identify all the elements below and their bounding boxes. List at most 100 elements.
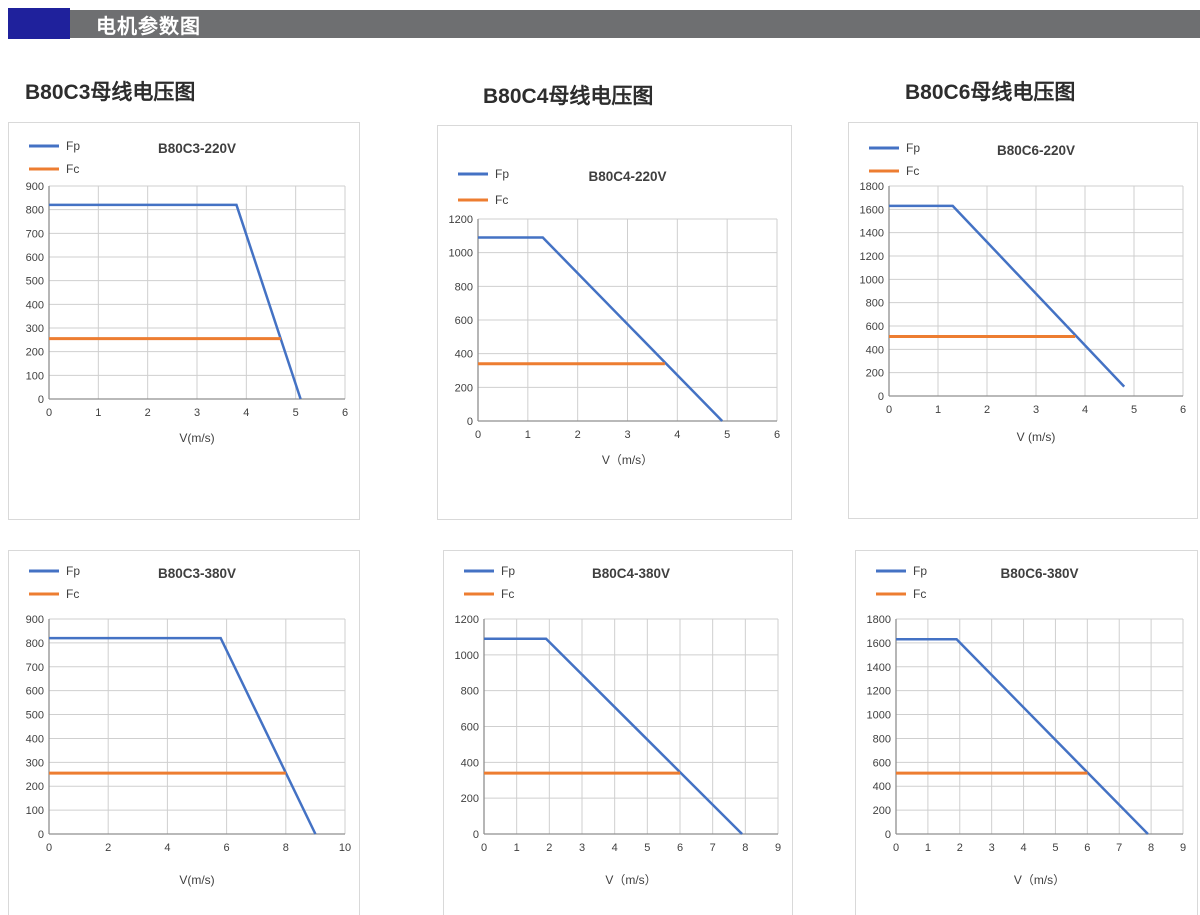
x-tick-label: 6	[774, 429, 780, 441]
x-tick-label: 0	[886, 404, 892, 416]
y-tick-label: 1600	[867, 638, 891, 650]
x-tick-label: 5	[293, 407, 299, 419]
x-tick-label: 0	[481, 842, 487, 854]
column-title-b80c4: B80C4母线电压图	[483, 85, 654, 108]
series-line-fp	[49, 636, 317, 835]
x-tick-label: 3	[1033, 404, 1039, 416]
x-tick-label: 1	[95, 407, 101, 419]
y-tick-label: 200	[873, 805, 891, 817]
x-tick-label: 6	[342, 407, 348, 419]
legend-label-fp: Fp	[66, 139, 80, 153]
y-tick-label: 900	[26, 614, 44, 626]
y-tick-label: 1000	[449, 248, 473, 260]
y-tick-label: 200	[26, 781, 44, 793]
x-tick-label: 0	[475, 429, 481, 441]
y-tick-label: 600	[26, 686, 44, 698]
x-tick-label: 5	[724, 429, 730, 441]
series-line-fp	[49, 203, 302, 400]
y-tick-label: 1400	[860, 228, 884, 240]
x-tick-label: 4	[1082, 404, 1088, 416]
x-axis-label: V(m/s)	[179, 431, 214, 445]
chart-title: B80C6-380V	[1000, 566, 1078, 581]
header-bar: 电机参数图	[70, 10, 1200, 38]
column-title-b80c6: B80C6母线电压图	[905, 81, 1076, 104]
y-tick-label: 1200	[455, 614, 479, 626]
y-tick-label: 100	[26, 805, 44, 817]
y-tick-label: 1000	[860, 274, 884, 286]
y-tick-label: 100	[26, 370, 44, 382]
y-tick-label: 600	[26, 252, 44, 264]
x-tick-label: 9	[1180, 842, 1186, 854]
y-tick-label: 1200	[860, 251, 884, 263]
legend-label-fc: Fc	[66, 162, 79, 176]
x-axis-label: V（m/s）	[1014, 873, 1065, 887]
x-tick-label: 2	[575, 429, 581, 441]
x-tick-label: 2	[105, 842, 111, 854]
chart-title: B80C4-380V	[592, 566, 670, 581]
x-tick-label: 10	[339, 842, 351, 854]
x-tick-label: 1	[525, 429, 531, 441]
chart-card-b80c6-380v: 0 200 400 600 800 1000 1200 1400 1600 1800 0 1 2 3 4 5 6…	[855, 550, 1198, 915]
y-tick-label: 400	[26, 733, 44, 745]
y-tick-label: 1400	[867, 662, 891, 674]
chart-title: B80C4-220V	[588, 169, 666, 184]
chart-svg: 0 100 200 300 400 500 600 700 800 900 0 1 2 3 4 5 6 Fp Fc B…	[26, 139, 348, 445]
x-tick-label: 8	[742, 842, 748, 854]
chart-svg: 0 100 200 300 400 500 600 700 800 900 0 2 4 6 8 10 Fp Fc B…	[26, 564, 351, 887]
legend-label-fc: Fc	[495, 193, 508, 207]
y-tick-label: 0	[38, 829, 44, 841]
chart-title: B80C3-220V	[158, 141, 236, 156]
series-line-fp	[478, 236, 724, 422]
y-tick-label: 700	[26, 228, 44, 240]
legend-label-fp: Fp	[913, 564, 927, 578]
x-tick-label: 7	[1116, 842, 1122, 854]
x-tick-label: 6	[224, 842, 230, 854]
y-tick-label: 800	[455, 281, 473, 293]
y-tick-label: 1200	[867, 686, 891, 698]
legend-label-fp: Fp	[501, 564, 515, 578]
y-tick-label: 700	[26, 662, 44, 674]
x-tick-label: 8	[1148, 842, 1154, 854]
x-tick-label: 2	[984, 404, 990, 416]
chart-card-b80c3-220v: 0 100 200 300 400 500 600 700 800 900 0 1 2 3 4 5 6 Fp Fc B…	[8, 122, 360, 520]
x-axis-label: V（m/s）	[605, 873, 656, 887]
x-tick-label: 8	[283, 842, 289, 854]
y-tick-label: 200	[866, 368, 884, 380]
series-line-fp	[484, 637, 743, 835]
x-tick-label: 6	[1084, 842, 1090, 854]
y-tick-label: 800	[26, 638, 44, 650]
x-axis-label: V（m/s）	[602, 453, 653, 467]
x-axis-label: V(m/s)	[179, 873, 214, 887]
chart-svg: 0 200 400 600 800 1000 1200 1400 1600 1800 0 1 2 3 4 5 6…	[860, 141, 1187, 444]
legend-label-fp: Fp	[495, 167, 509, 181]
legend-label-fp: Fp	[906, 141, 920, 155]
column-title-b80c3: B80C3母线电压图	[25, 81, 196, 104]
x-tick-label: 4	[243, 407, 249, 419]
chart-svg: 0 200 400 600 800 1000 1200 0 1 2 3 4 5 6 7 8 9 Fp Fc B80C4…	[455, 564, 782, 887]
x-tick-label: 2	[546, 842, 552, 854]
x-tick-label: 4	[612, 842, 618, 854]
legend-label-fc: Fc	[906, 164, 919, 178]
y-tick-label: 1800	[860, 181, 884, 193]
y-tick-label: 800	[873, 733, 891, 745]
x-tick-label: 2	[957, 842, 963, 854]
y-tick-label: 0	[878, 391, 884, 403]
x-tick-label: 0	[893, 842, 899, 854]
x-tick-label: 6	[677, 842, 683, 854]
x-tick-label: 2	[145, 407, 151, 419]
y-tick-label: 1600	[860, 204, 884, 216]
y-tick-label: 200	[455, 382, 473, 394]
y-tick-label: 1800	[867, 614, 891, 626]
y-tick-label: 500	[26, 710, 44, 722]
y-tick-label: 600	[455, 315, 473, 327]
y-tick-label: 600	[873, 757, 891, 769]
x-tick-label: 3	[579, 842, 585, 854]
x-tick-label: 3	[194, 407, 200, 419]
chart-card-b80c4-380v: 0 200 400 600 800 1000 1200 0 1 2 3 4 5 6 7 8 9 Fp Fc B80C4…	[443, 550, 793, 915]
x-tick-label: 5	[644, 842, 650, 854]
y-tick-label: 0	[473, 829, 479, 841]
y-tick-label: 800	[866, 298, 884, 310]
legend-label-fc: Fc	[913, 587, 926, 601]
series-line-fp	[896, 638, 1149, 835]
